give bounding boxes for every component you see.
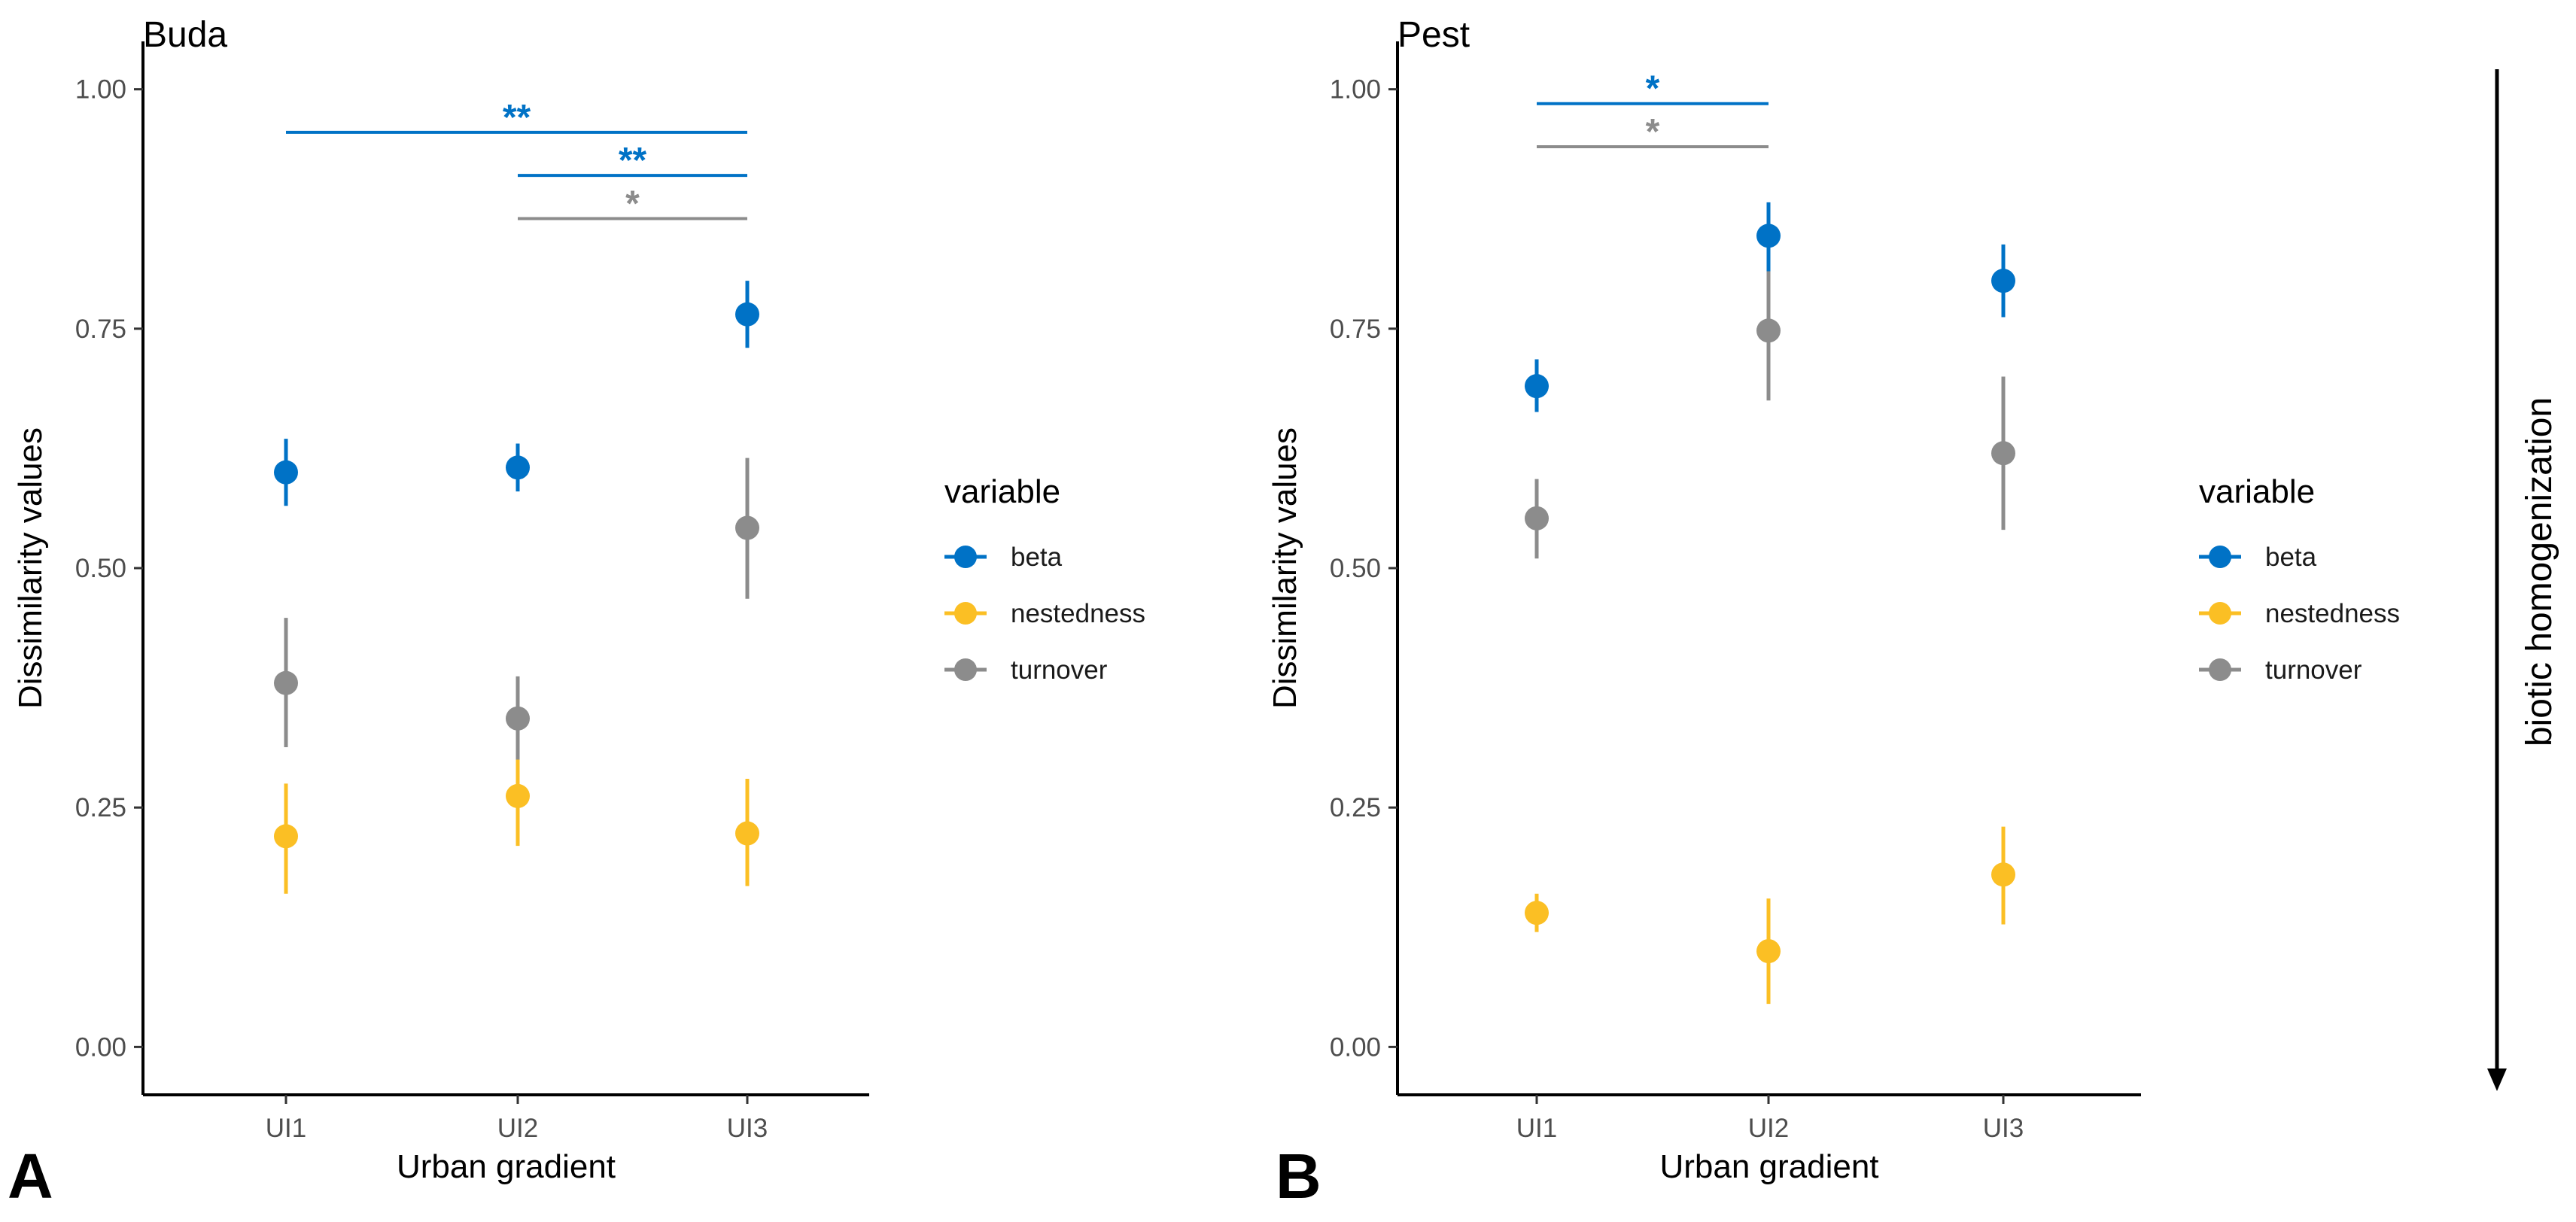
legend-label-turnover: turnover — [2265, 655, 2362, 685]
panel-a: 0.00 0.25 0.50 0.75 1.00 UI1 UI2 UI3 Buda A Urban … — [8, 15, 1145, 1211]
biotic-homogenization-label: biotic homogenization — [2520, 397, 2559, 746]
legend: variable beta nestedness turnover — [944, 473, 1145, 685]
x-tick-label: UI1 — [1516, 1114, 1557, 1143]
y-tick-label: 0.75 — [1330, 315, 1381, 344]
legend-title: variable — [944, 473, 1060, 510]
x-axis-title: Urban gradient — [397, 1148, 616, 1185]
x-tick-label: UI1 — [266, 1114, 306, 1143]
legend-label-nestedness: nestedness — [1011, 599, 1145, 628]
data-point — [1525, 374, 1549, 399]
legend-key-point — [2209, 602, 2231, 625]
significance-label: * — [1646, 112, 1660, 152]
legend-label-beta: beta — [2265, 543, 2317, 572]
legend-label-turnover: turnover — [1011, 655, 1108, 685]
y-tick-label: 0.50 — [75, 554, 126, 583]
data-point — [1525, 506, 1549, 530]
y-axis-title: Dissimilarity values — [1267, 427, 1303, 709]
legend-label-beta: beta — [1011, 543, 1063, 572]
legend-label-nestedness: nestedness — [2265, 599, 2400, 628]
series-beta — [1525, 202, 2015, 412]
x-tick-label: UI2 — [1748, 1114, 1789, 1143]
y-tick-label: 1.00 — [1330, 75, 1381, 105]
series-turnover — [274, 457, 759, 760]
y-tick-label: 0.25 — [75, 793, 126, 822]
data-point — [506, 706, 530, 731]
series-nestedness — [1525, 826, 2015, 1005]
data-point — [1756, 939, 1781, 964]
legend-key-point — [954, 546, 977, 568]
y-tick-label: 0.25 — [1330, 793, 1381, 822]
data-point — [735, 515, 759, 540]
series-beta — [274, 281, 759, 506]
panel-letter: B — [1276, 1141, 1321, 1211]
legend-key-point — [954, 658, 977, 681]
x-tick-label: UI3 — [727, 1114, 768, 1143]
data-point — [506, 783, 530, 808]
significance-label: * — [625, 184, 640, 223]
arrow-down-icon — [2487, 1068, 2507, 1091]
y-tick-label: 0.00 — [75, 1032, 126, 1062]
data-point — [1525, 901, 1549, 926]
data-point — [1991, 269, 2015, 293]
data-point — [1756, 318, 1781, 343]
data-point — [735, 302, 759, 327]
legend-title: variable — [2199, 473, 2315, 510]
data-point — [1991, 441, 2015, 466]
significance-label: ** — [503, 98, 531, 138]
legend-key-point — [2209, 658, 2231, 681]
legend-key-point — [2209, 546, 2231, 568]
biotic-homogenization-annotation: biotic homogenization — [2487, 69, 2559, 1091]
x-tick-label: UI2 — [497, 1114, 538, 1143]
data-point — [1991, 862, 2015, 887]
data-point — [735, 821, 759, 846]
data-point — [506, 455, 530, 480]
data-point — [1756, 223, 1781, 248]
y-tick-label: 0.50 — [1330, 554, 1381, 583]
panels: 0.00 0.25 0.50 0.75 1.00 UI1 UI2 UI3 Buda A Urban … — [8, 15, 2400, 1211]
y-tick-label: 1.00 — [75, 75, 126, 105]
panel-title: Buda — [143, 15, 227, 55]
series-nestedness — [274, 745, 759, 894]
y-axis-title: Dissimilarity values — [12, 427, 49, 709]
data-point — [274, 460, 298, 485]
significance-label: ** — [619, 141, 647, 181]
data-point — [274, 824, 298, 849]
x-tick-label: UI3 — [1983, 1114, 2024, 1143]
panel-letter: A — [8, 1141, 53, 1211]
series-turnover — [1525, 271, 2015, 559]
legend-key-point — [954, 602, 977, 625]
panel-title: Pest — [1397, 15, 1470, 55]
x-axis-title: Urban gradient — [1659, 1148, 1878, 1185]
y-tick-label: 0.75 — [75, 315, 126, 344]
y-tick-label: 0.00 — [1330, 1032, 1381, 1062]
significance-label: * — [1646, 69, 1660, 109]
data-point — [274, 670, 298, 695]
panel-b: 0.00 0.25 0.50 0.75 1.00 UI1 UI2 UI3 Pest B Urban … — [1267, 15, 2400, 1211]
legend: variable beta nestedness turnover — [2199, 473, 2400, 685]
